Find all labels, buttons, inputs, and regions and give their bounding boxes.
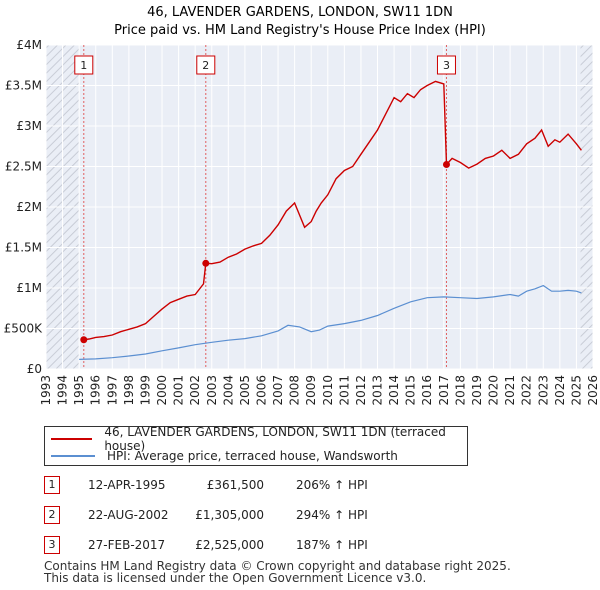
legend-item-property: 46, LAVENDER GARDENS, LONDON, SW11 1DN (… <box>51 425 467 453</box>
x-tick-label: 2007 <box>271 375 285 406</box>
x-tick-label: 1999 <box>138 375 152 406</box>
x-tick-label: 2026 <box>586 375 600 406</box>
x-tick-label: 2006 <box>254 375 268 406</box>
y-tick-label: £500K <box>4 322 44 336</box>
x-tick-label: 2011 <box>337 375 351 406</box>
x-tick-label: 2003 <box>205 375 219 406</box>
sale-hpi-change: 294% ↑ HPI <box>296 508 368 522</box>
sale-price: £1,305,000 <box>195 508 264 522</box>
sale-marker-label: 3 <box>443 59 450 72</box>
sale-price: £2,525,000 <box>195 538 264 552</box>
sale-point <box>80 336 88 344</box>
y-tick-label: £3M <box>16 119 42 133</box>
y-tick-label: £3.5M <box>5 79 42 93</box>
x-tick-label: 1994 <box>56 375 70 406</box>
x-tick-label: 2005 <box>238 375 252 406</box>
chart-subtitle: Price paid vs. HM Land Registry's House … <box>114 23 486 38</box>
sale-date: 12-APR-1995 <box>88 478 166 492</box>
x-tick-label: 1993 <box>39 375 53 406</box>
x-tick-label: 2025 <box>569 375 583 406</box>
sale-hpi-change: 206% ↑ HPI <box>296 478 368 492</box>
x-tick-label: 2008 <box>288 375 302 406</box>
sale-marker-number: 2 <box>44 506 60 524</box>
legend-swatch-hpi <box>51 455 95 457</box>
x-tick-label: 2021 <box>503 375 517 406</box>
sale-marker-label: 1 <box>80 59 87 72</box>
x-tick-label: 2020 <box>487 375 501 406</box>
footer-licence: This data is licensed under the Open Gov… <box>44 571 427 585</box>
x-tick-label: 2019 <box>470 375 484 406</box>
sale-marker-number: 1 <box>44 476 60 494</box>
y-tick-label: £2M <box>16 200 42 214</box>
x-tick-label: 2022 <box>520 375 534 406</box>
x-tick-label: 2014 <box>387 375 401 406</box>
sale-price: £361,500 <box>206 478 264 492</box>
y-tick-label: £1.5M <box>5 241 42 255</box>
x-tick-label: 2016 <box>420 375 434 406</box>
y-tick-label: £0 <box>27 362 42 376</box>
x-tick-label: 2000 <box>155 375 169 406</box>
x-tick-label: 1996 <box>89 375 103 406</box>
series-line-property <box>83 80 582 341</box>
y-tick-label: £4M <box>16 38 42 52</box>
footer: Contains HM Land Registry data © Crown c… <box>44 560 511 584</box>
series-line-hpi <box>79 284 582 360</box>
x-tick-label: 1998 <box>122 375 136 406</box>
sale-marker-label: 2 <box>202 59 209 72</box>
x-tick-label: 2012 <box>354 375 368 406</box>
sale-point <box>202 259 210 267</box>
sale-point <box>442 160 450 168</box>
chart: 46, LAVENDER GARDENS, LONDON, SW11 1DN P… <box>4 5 600 406</box>
x-tick-label: 2023 <box>536 375 550 406</box>
x-tick-label: 2010 <box>321 375 335 406</box>
x-tick-label: 2002 <box>188 375 202 406</box>
x-tick-label: 2015 <box>404 375 418 406</box>
x-tick-label: 2017 <box>437 375 451 406</box>
x-tick-label: 2001 <box>172 375 186 406</box>
x-tick-label: 2009 <box>304 375 318 406</box>
legend-swatch-property <box>51 438 93 440</box>
x-tick-label: 1997 <box>105 375 119 406</box>
sale-marker-box <box>436 55 456 75</box>
sale-marker-box <box>74 55 94 75</box>
x-tick-label: 2018 <box>453 375 467 406</box>
x-tick-label: 2024 <box>553 375 567 406</box>
y-tick-label: £2.5M <box>5 160 42 174</box>
footer-copyright: Contains HM Land Registry data © Crown c… <box>44 559 511 573</box>
sale-marker-number: 3 <box>44 536 60 554</box>
legend-label-hpi: HPI: Average price, terraced house, Wand… <box>107 449 398 463</box>
x-tick-label: 1995 <box>72 375 86 406</box>
sale-date: 27-FEB-2017 <box>88 538 166 552</box>
legend-item-hpi: HPI: Average price, terraced house, Wand… <box>51 448 398 464</box>
sale-hpi-change: 187% ↑ HPI <box>296 538 368 552</box>
y-tick-label: £1M <box>16 281 42 295</box>
legend: 46, LAVENDER GARDENS, LONDON, SW11 1DN (… <box>44 425 468 466</box>
legend-label-property: 46, LAVENDER GARDENS, LONDON, SW11 1DN (… <box>104 425 446 453</box>
x-tick-label: 2004 <box>221 375 235 406</box>
sale-marker-box <box>196 55 216 75</box>
chart-title: 46, LAVENDER GARDENS, LONDON, SW11 1DN <box>147 5 453 20</box>
x-tick-label: 2013 <box>371 375 385 406</box>
sale-date: 22-AUG-2002 <box>88 508 169 522</box>
